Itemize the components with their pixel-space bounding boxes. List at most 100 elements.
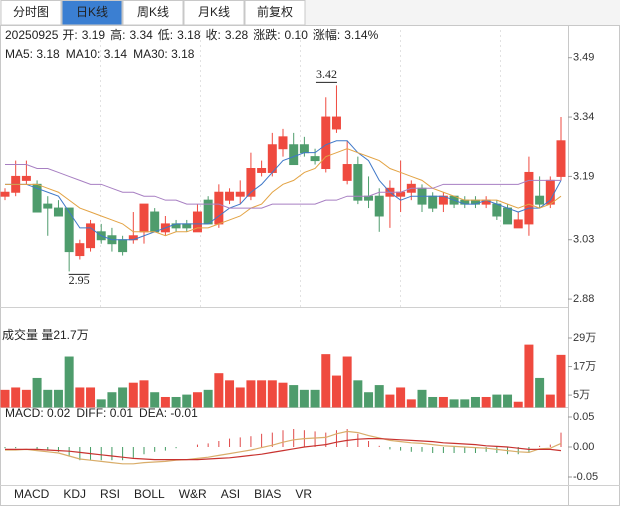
indicator-tab[interactable]: RSI <box>100 487 120 501</box>
annotation: 2.95 <box>69 273 90 287</box>
y-tick-label: 3.03 <box>573 234 594 246</box>
volume-bar <box>353 380 363 408</box>
volume-bar <box>321 354 331 408</box>
volume-bar <box>460 399 470 408</box>
candle-body <box>64 207 74 253</box>
volume-bar <box>524 344 534 408</box>
volume-bar <box>535 377 545 408</box>
panel-title: 成交量 量21.7万 <box>2 327 89 342</box>
tab-label[interactable]: 周K线 <box>137 5 169 19</box>
volume-bar <box>235 387 245 408</box>
candle-body <box>139 203 149 233</box>
candle-body <box>235 191 245 197</box>
volume-bar <box>160 396 170 408</box>
candle-body <box>364 195 374 201</box>
volume-bar <box>53 389 63 408</box>
volume-bar <box>385 394 395 408</box>
volume-bar <box>11 387 21 408</box>
legend-item: DIFF: 0.01 <box>76 406 133 420</box>
candle-body <box>535 195 545 205</box>
candle-body <box>503 207 513 225</box>
candle-body <box>246 168 256 197</box>
volume-bar <box>364 392 374 408</box>
tab[interactable] <box>122 0 184 26</box>
legend-item: DEA: -0.01 <box>139 406 198 420</box>
volume-bar <box>182 394 192 408</box>
volume-bar <box>139 380 149 408</box>
volume-bar <box>492 394 502 408</box>
candle-body <box>43 203 53 209</box>
candle-body <box>257 168 267 173</box>
volume-bar <box>192 392 202 408</box>
candle-body <box>118 239 128 253</box>
info-value: 3.14% <box>344 28 378 42</box>
volume-bar <box>0 389 10 408</box>
volume-bar <box>225 380 235 408</box>
legend-item: MACD: 0.02 <box>5 406 71 420</box>
indicator-tab[interactable]: W&R <box>179 487 207 501</box>
volume-bar <box>257 380 267 408</box>
macd-line <box>5 430 562 465</box>
candle-body <box>353 164 363 201</box>
volume-bar <box>289 385 299 408</box>
info-value: 3.18 <box>177 28 201 42</box>
y-tick-label: 5万 <box>573 389 590 401</box>
volume-bar <box>556 354 566 408</box>
volume-bar <box>43 389 53 408</box>
candle-body <box>21 175 31 181</box>
indicator-tab[interactable]: VR <box>295 487 312 501</box>
macd-line <box>5 438 562 461</box>
candle-body <box>86 223 96 249</box>
volume-bar <box>118 387 128 408</box>
tab[interactable] <box>0 0 62 26</box>
candle-body <box>524 171 534 225</box>
legend-item: MA5: 3.18 <box>5 47 60 61</box>
candle-body <box>513 219 523 229</box>
info-label: 高: <box>110 27 125 42</box>
volume-bar <box>396 387 406 408</box>
legend-item: MA10: 3.14 <box>66 47 128 61</box>
volume-bar <box>214 373 224 408</box>
tab[interactable] <box>244 0 306 26</box>
indicator-tab[interactable]: BIAS <box>254 487 281 501</box>
candle-body <box>331 116 341 130</box>
volume-bar <box>21 389 31 408</box>
tab-label[interactable]: 分时图 <box>13 5 49 19</box>
volume-bar <box>203 389 213 408</box>
legend-item: MA30: 3.18 <box>133 47 195 61</box>
candle-body <box>53 207 63 217</box>
candle-body <box>556 140 566 177</box>
y-tick-label: 0.05 <box>573 411 594 423</box>
volume-bar <box>438 396 448 408</box>
indicator-tab[interactable]: KDJ <box>63 487 86 501</box>
tab[interactable] <box>183 0 245 26</box>
volume-bar <box>331 375 341 408</box>
volume-bar <box>278 382 288 408</box>
indicator-tab[interactable]: BOLL <box>134 487 165 501</box>
candle-body <box>342 164 352 181</box>
candle-body <box>374 195 384 217</box>
tab-label[interactable]: 日K线 <box>76 5 108 19</box>
vertical-grid <box>100 30 501 307</box>
indicator-tab[interactable]: MACD <box>14 487 50 501</box>
chart-frame <box>0 25 620 506</box>
candle-body <box>428 195 438 209</box>
volume-bar <box>128 382 138 408</box>
indicator-tab[interactable]: ASI <box>221 487 240 501</box>
tab-label[interactable]: 前复权 <box>257 4 293 19</box>
info-label: 20250925 <box>5 28 59 42</box>
tab[interactable] <box>61 0 123 26</box>
candle-body <box>321 116 331 169</box>
y-tick-label: 3.34 <box>573 111 594 123</box>
volume-bar <box>299 389 309 408</box>
volume-bar <box>545 394 555 408</box>
volume-bar <box>503 394 513 408</box>
info-label: 涨幅: <box>313 27 340 42</box>
y-tick-label: 3.19 <box>573 170 594 182</box>
candle-body <box>75 243 85 257</box>
tab-label[interactable]: 月K线 <box>198 5 230 19</box>
info-label: 开: <box>62 28 77 42</box>
candle-body <box>267 144 277 173</box>
y-tick-label: 29万 <box>573 332 596 344</box>
